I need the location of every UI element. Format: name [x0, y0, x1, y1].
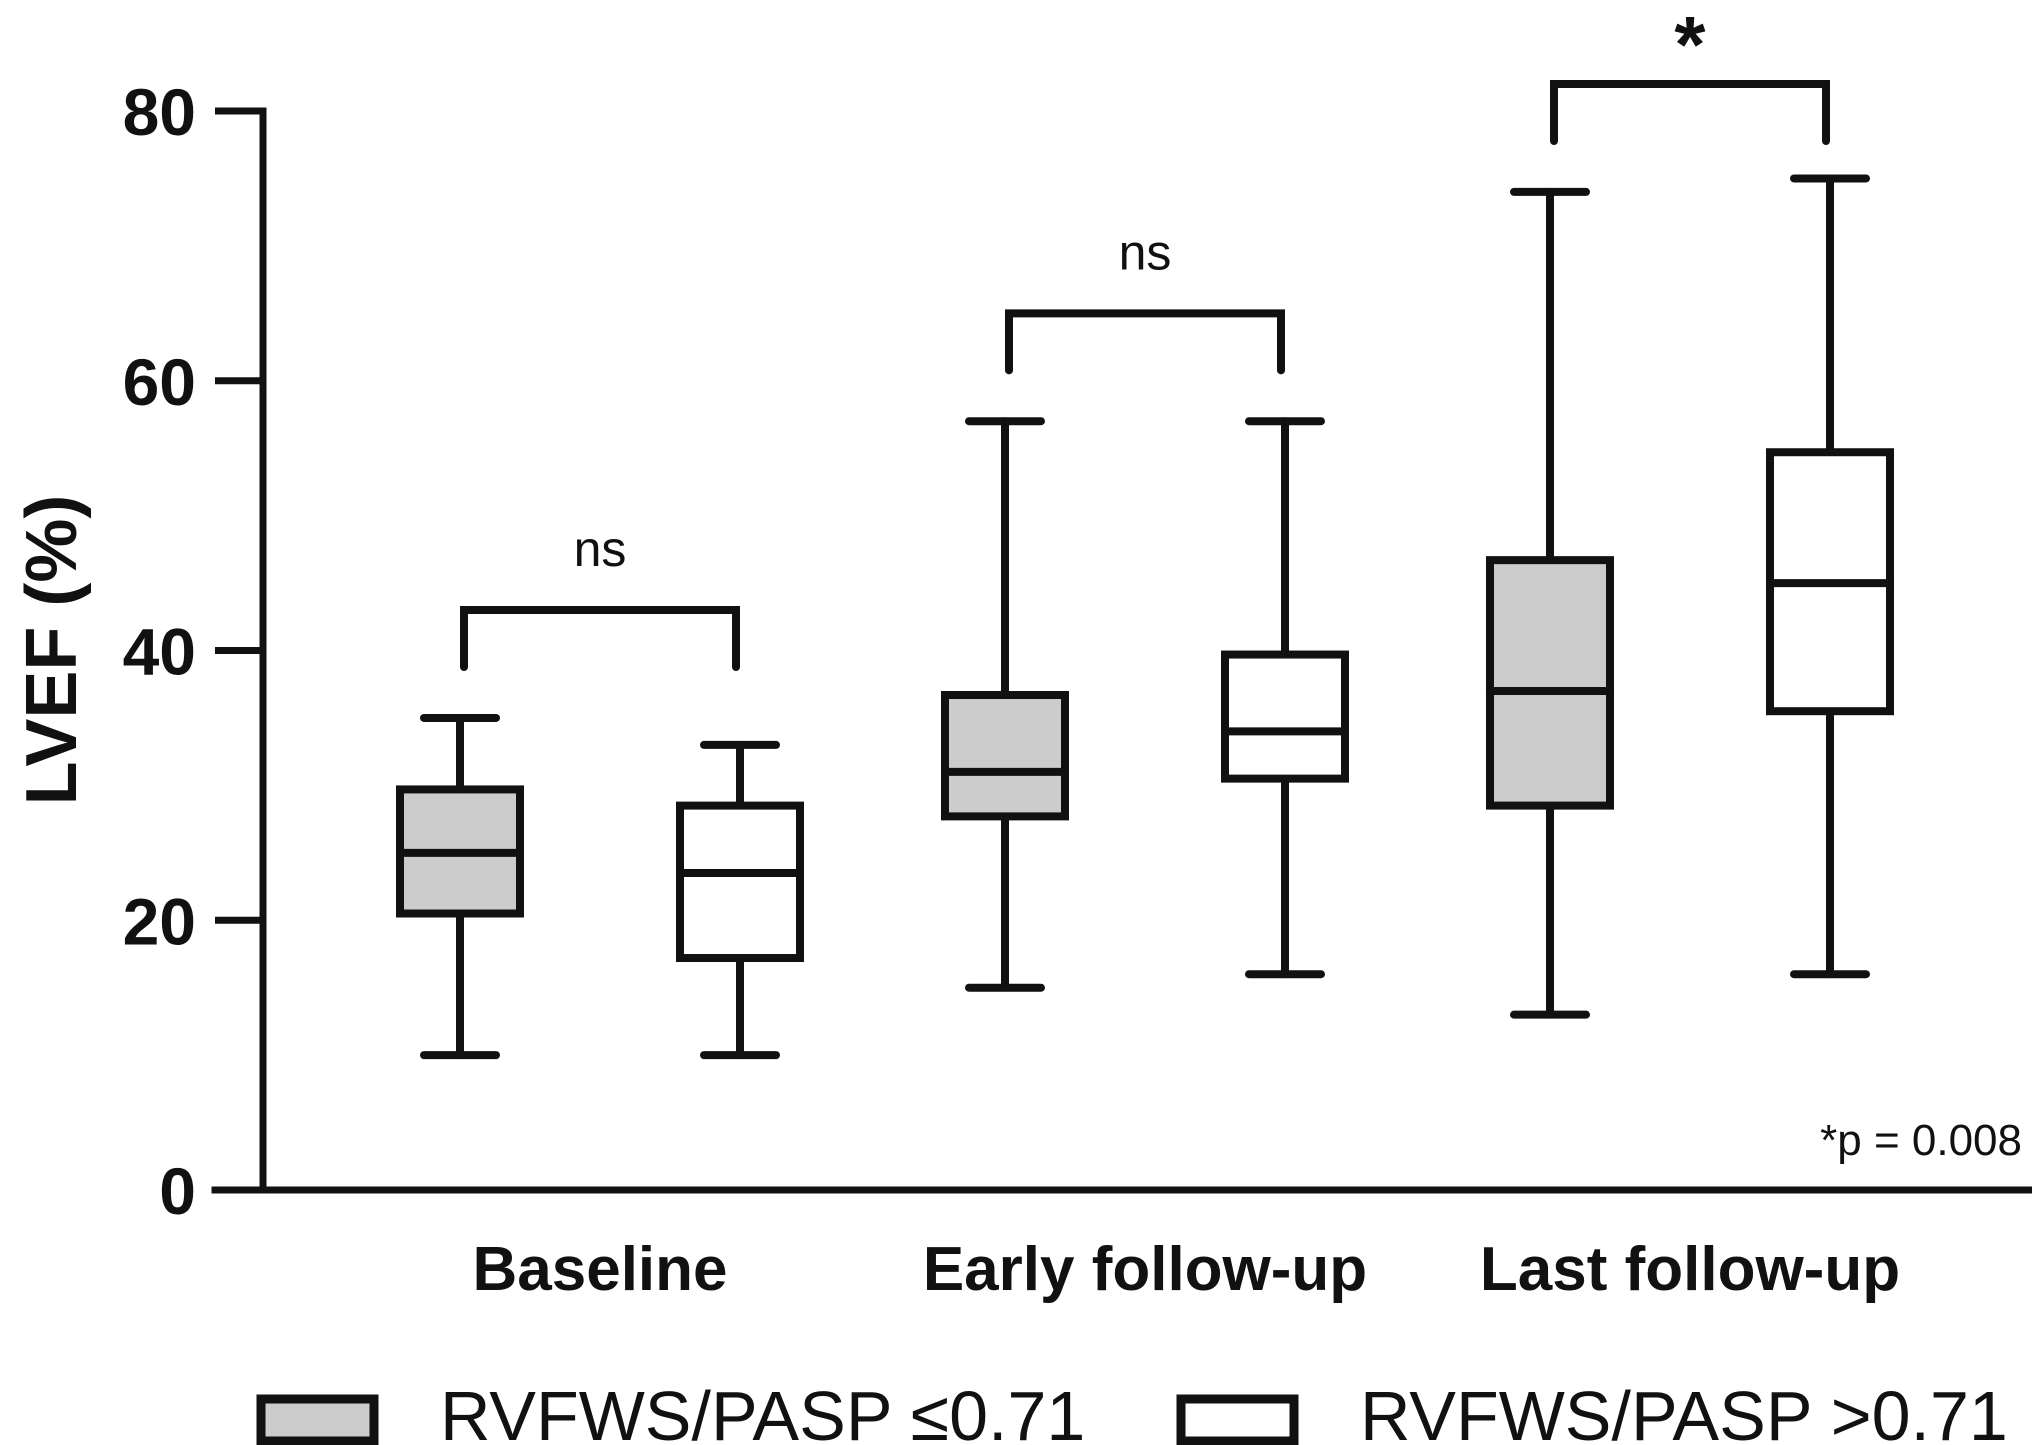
y-tick-label-20: 20: [123, 884, 196, 958]
bracket-1: [1005, 309, 1285, 375]
bracket-2: [1550, 80, 1830, 146]
category-labels: Baseline Early follow-up Last follow-up: [472, 1235, 1900, 1304]
significance-brackets: ns ns *: [460, 0, 1830, 672]
bracket-label-0: ns: [574, 521, 627, 577]
legend-label-1: RVFWS/PASP >0.71: [1360, 1377, 2008, 1445]
box-series: [396, 174, 1894, 1060]
box-0-1: [941, 417, 1069, 992]
y-tick-label-40: 40: [123, 615, 196, 689]
box-1-1: [1221, 417, 1349, 979]
iqr-box: [1486, 556, 1614, 810]
iqr-box: [941, 691, 1069, 821]
category-label-1: Early follow-up: [923, 1235, 1367, 1304]
y-tick-label-60: 60: [123, 345, 196, 419]
bracket-label-1: ns: [1119, 224, 1172, 280]
box-1-0: [676, 740, 804, 1060]
iqr-box: [1221, 650, 1349, 783]
category-label-2: Last follow-up: [1480, 1235, 1900, 1304]
legend-label-0: RVFWS/PASP ≤0.71: [440, 1377, 1085, 1445]
legend-swatch-0: [256, 1394, 379, 1445]
bracket-label-2: *: [1674, 0, 1706, 89]
y-tick-label-0: 0: [159, 1154, 196, 1228]
legend: RVFWS/PASP ≤0.71 RVFWS/PASP >0.71: [256, 1377, 2008, 1445]
box-0-0: [396, 713, 524, 1060]
y-tick-label-80: 80: [123, 75, 196, 149]
y-ticks: 0 20 40 60 80: [123, 75, 263, 1228]
y-axis-title: LVEF (%): [12, 495, 92, 806]
category-label-0: Baseline: [472, 1235, 727, 1304]
bracket-0: [460, 606, 740, 672]
iqr-box: [676, 801, 804, 963]
box-0-2: [1486, 187, 1614, 1019]
p-value-annotation: *p = 0.008: [1820, 1116, 2022, 1165]
legend-swatch-1: [1176, 1394, 1299, 1445]
box-1-2: [1766, 174, 1894, 979]
